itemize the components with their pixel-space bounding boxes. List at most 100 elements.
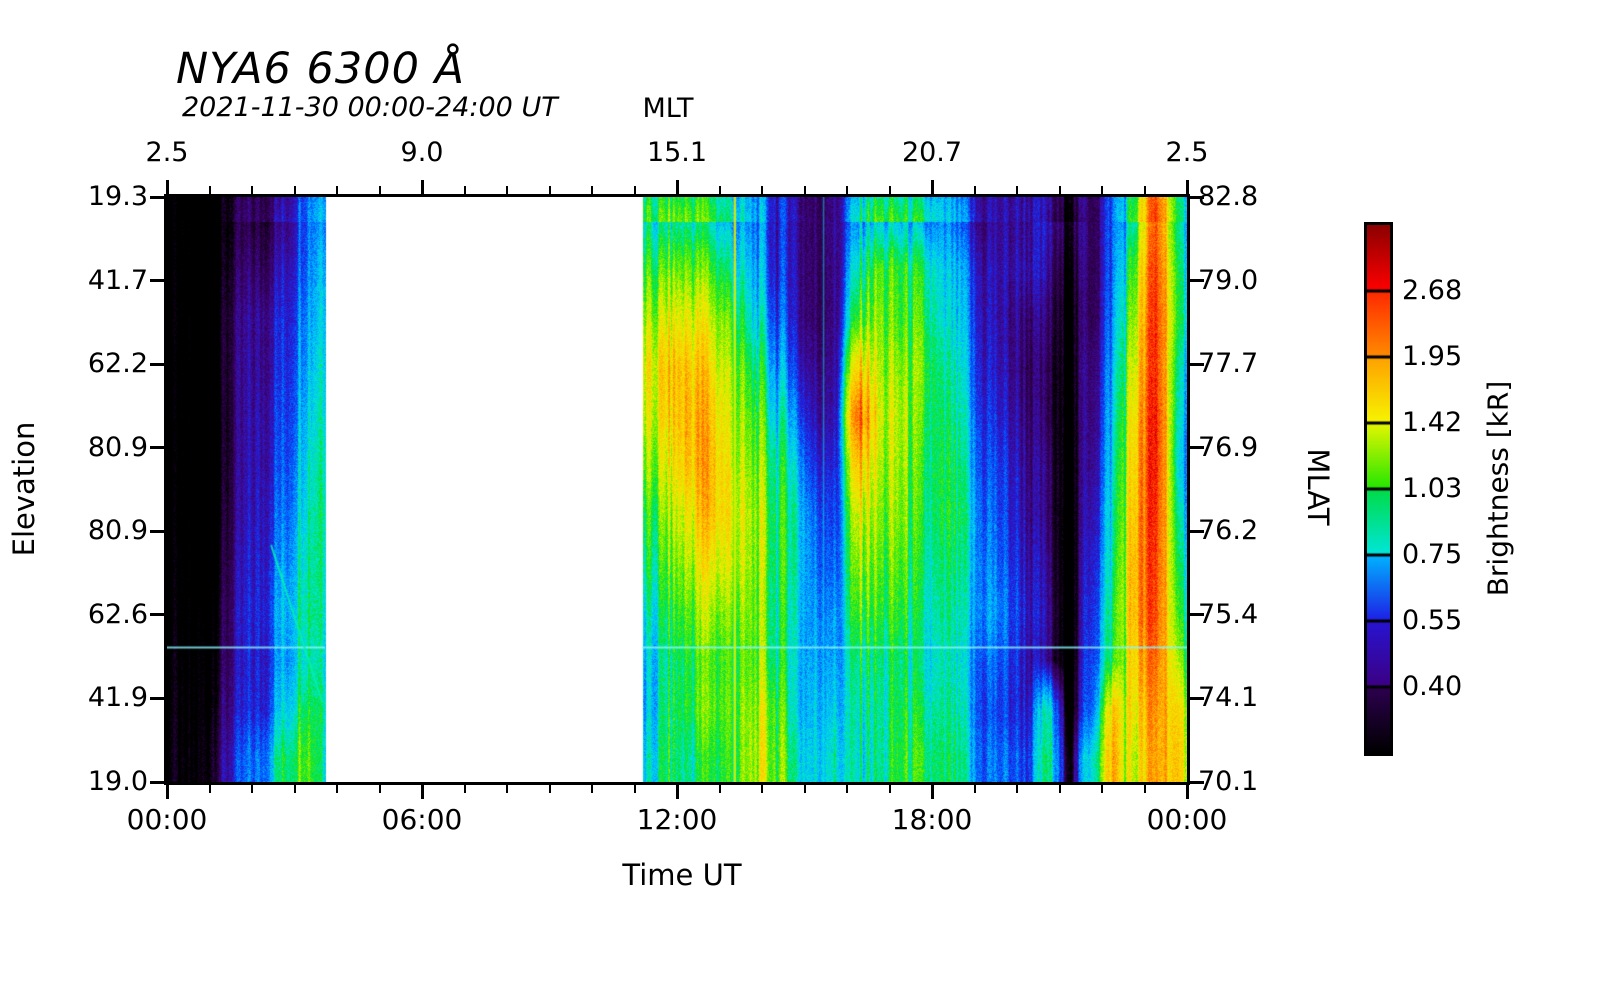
colorbar-tick-label: 2.68 [1402, 275, 1463, 306]
top-minor-tick [463, 186, 466, 194]
right-major-tick [1190, 780, 1204, 784]
bottom-minor-tick [208, 785, 211, 793]
bottom-tick-label: 12:00 [636, 803, 718, 836]
bottom-minor-tick [846, 785, 848, 793]
top-major-tick [930, 180, 934, 194]
top-minor-tick [293, 186, 296, 194]
left-tick-label: 41.9 [87, 682, 148, 714]
right-major-tick [1190, 613, 1204, 617]
top-minor-tick [251, 186, 253, 194]
plot-frame [164, 194, 1190, 785]
right-major-tick [1190, 529, 1204, 533]
left-major-tick [150, 613, 164, 617]
right-tick-label: 82.8 [1198, 181, 1259, 212]
right-axis-label: MLAT [1301, 448, 1335, 526]
left-major-tick [150, 780, 164, 784]
bottom-minor-tick [463, 785, 466, 793]
right-tick-label: 79.0 [1198, 264, 1259, 296]
bottom-minor-tick [293, 785, 296, 793]
top-minor-tick [888, 186, 891, 194]
top-minor-tick [633, 186, 636, 194]
top-minor-tick [846, 186, 848, 194]
bottom-minor-tick [973, 785, 976, 793]
right-tick-label: 76.9 [1198, 431, 1259, 463]
left-tick-label: 80.9 [87, 431, 148, 463]
top-major-tick [675, 180, 679, 194]
right-tick-label: 75.4 [1198, 598, 1259, 630]
top-major-tick [165, 180, 169, 194]
bottom-minor-tick [633, 785, 636, 793]
top-minor-tick [973, 186, 976, 194]
heatmap-canvas [167, 197, 1187, 782]
left-axis-label: Elevation [7, 421, 41, 557]
top-minor-tick [336, 186, 338, 194]
top-major-tick [1185, 180, 1189, 194]
colorbar-tick-label: 0.75 [1402, 539, 1463, 570]
bottom-tick-label: 18:00 [891, 803, 973, 836]
right-major-tick [1190, 195, 1204, 199]
top-tick-label: 15.1 [646, 137, 708, 168]
colorbar-tick-label: 1.95 [1402, 341, 1463, 372]
top-minor-tick [718, 186, 721, 194]
bottom-minor-tick [336, 785, 338, 793]
right-major-tick [1190, 696, 1204, 700]
top-tick-label: 20.7 [901, 137, 963, 168]
colorbar-tick-label: 0.40 [1402, 671, 1463, 702]
bottom-minor-tick [506, 785, 508, 793]
bottom-minor-tick [888, 785, 891, 793]
bottom-minor-tick [761, 785, 763, 793]
bottom-major-tick [165, 785, 169, 799]
bottom-minor-tick [1058, 785, 1061, 793]
left-major-tick [150, 279, 164, 283]
top-minor-tick [548, 186, 551, 194]
right-major-tick [1190, 362, 1204, 366]
bottom-major-tick [675, 785, 679, 799]
left-major-tick [150, 195, 164, 199]
top-minor-tick [506, 186, 508, 194]
right-tick-label: 77.7 [1198, 348, 1259, 380]
bottom-major-tick [930, 785, 934, 799]
top-major-tick [420, 180, 424, 194]
left-tick-label: 19.3 [87, 181, 148, 212]
top-tick-label: 2.5 [1165, 137, 1209, 168]
top-minor-tick [378, 186, 381, 194]
top-minor-tick [1101, 186, 1103, 194]
left-tick-label: 62.6 [87, 598, 148, 630]
bottom-tick-label: 00:00 [126, 803, 208, 836]
colorbar-tick-label: 1.03 [1402, 473, 1463, 504]
right-tick-label: 70.1 [1198, 766, 1259, 797]
left-tick-label: 41.7 [87, 264, 148, 296]
figure-subtitle: 2021-11-30 00:00-24:00 UT [182, 92, 558, 123]
top-tick-label: 9.0 [400, 137, 444, 168]
left-major-tick [150, 696, 164, 700]
bottom-axis-label: Time UT [622, 858, 742, 892]
colorbar-tick-label: 0.55 [1402, 605, 1463, 636]
top-minor-tick [208, 186, 211, 194]
bottom-tick-label: 00:00 [1146, 803, 1228, 836]
top-tick-label: 2.5 [145, 137, 189, 168]
left-major-tick [150, 446, 164, 450]
bottom-tick-label: 06:00 [381, 803, 463, 836]
right-tick-label: 76.2 [1198, 515, 1259, 547]
top-minor-tick [591, 186, 593, 194]
top-minor-tick [761, 186, 763, 194]
page-title: NYA6 6300 Å [176, 44, 466, 94]
bottom-major-tick [1185, 785, 1189, 799]
bottom-minor-tick [1101, 785, 1103, 793]
top-minor-tick [1058, 186, 1061, 194]
right-major-tick [1190, 279, 1204, 283]
bottom-minor-tick [803, 785, 806, 793]
bottom-minor-tick [1143, 785, 1146, 793]
top-minor-tick [803, 186, 806, 194]
left-tick-label: 80.9 [87, 515, 148, 547]
colorbar-frame [1364, 222, 1393, 756]
bottom-minor-tick [591, 785, 593, 793]
left-major-tick [150, 529, 164, 533]
left-major-tick [150, 362, 164, 366]
colorbar-tick-label: 1.42 [1402, 407, 1463, 438]
left-tick-label: 19.0 [87, 766, 148, 797]
right-major-tick [1190, 446, 1204, 450]
bottom-minor-tick [378, 785, 381, 793]
right-tick-label: 74.1 [1198, 682, 1259, 714]
